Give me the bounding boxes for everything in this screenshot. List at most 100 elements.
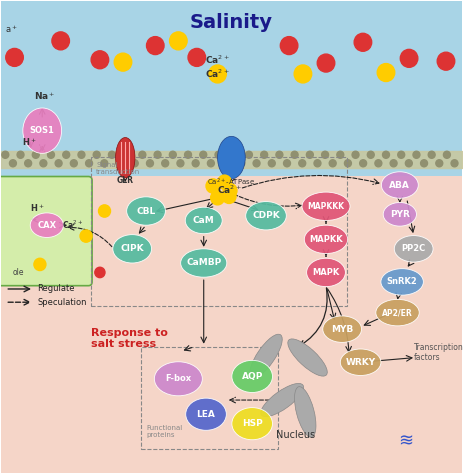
- Text: CBL: CBL: [137, 207, 155, 216]
- Circle shape: [299, 160, 306, 167]
- Circle shape: [261, 151, 268, 158]
- Text: Functional
proteins: Functional proteins: [146, 425, 182, 438]
- Circle shape: [223, 160, 229, 167]
- Circle shape: [345, 160, 351, 167]
- Ellipse shape: [302, 192, 350, 220]
- Text: HSP: HSP: [242, 419, 263, 428]
- Circle shape: [188, 48, 206, 66]
- Text: Na$^+$: Na$^+$: [34, 91, 55, 102]
- Circle shape: [437, 52, 455, 70]
- Circle shape: [360, 160, 366, 167]
- Circle shape: [109, 151, 115, 158]
- Circle shape: [238, 160, 245, 167]
- Text: AP2/ER: AP2/ER: [382, 308, 413, 317]
- Text: Ca$^{2+}$: Ca$^{2+}$: [217, 183, 241, 196]
- Circle shape: [283, 160, 291, 167]
- Ellipse shape: [340, 349, 381, 375]
- Ellipse shape: [288, 339, 328, 376]
- Circle shape: [428, 151, 435, 158]
- Circle shape: [2, 151, 9, 158]
- Ellipse shape: [394, 236, 433, 262]
- Bar: [0, 0, 462, 175]
- Text: Nucleus: Nucleus: [276, 429, 316, 439]
- Circle shape: [208, 160, 214, 167]
- Text: CAX: CAX: [37, 221, 56, 230]
- Circle shape: [17, 151, 24, 158]
- Circle shape: [401, 49, 418, 67]
- Circle shape: [314, 160, 321, 167]
- Circle shape: [375, 160, 382, 167]
- Circle shape: [32, 151, 39, 158]
- Circle shape: [40, 160, 47, 167]
- Circle shape: [177, 160, 184, 167]
- Ellipse shape: [181, 249, 227, 277]
- Circle shape: [215, 151, 222, 158]
- Text: MAPKK: MAPKK: [309, 235, 343, 244]
- Ellipse shape: [116, 137, 135, 178]
- Ellipse shape: [294, 387, 316, 437]
- Circle shape: [294, 65, 312, 83]
- Circle shape: [162, 160, 169, 167]
- Circle shape: [52, 32, 70, 50]
- Circle shape: [223, 183, 237, 198]
- Circle shape: [124, 151, 131, 158]
- Text: MYB: MYB: [331, 325, 353, 334]
- Circle shape: [354, 33, 372, 51]
- Ellipse shape: [23, 108, 62, 154]
- Circle shape: [405, 160, 412, 167]
- Text: a$^+$: a$^+$: [5, 23, 18, 35]
- Text: CIPK: CIPK: [120, 244, 144, 253]
- Circle shape: [367, 151, 374, 158]
- Circle shape: [337, 151, 344, 158]
- Text: Speculation: Speculation: [37, 298, 87, 307]
- Circle shape: [192, 160, 199, 167]
- Text: AQP: AQP: [241, 372, 263, 381]
- Text: WRKY: WRKY: [346, 358, 376, 367]
- Circle shape: [444, 151, 450, 158]
- Circle shape: [25, 160, 32, 167]
- Circle shape: [91, 51, 109, 69]
- Circle shape: [116, 160, 123, 167]
- Circle shape: [322, 151, 328, 158]
- Circle shape: [86, 160, 92, 167]
- Circle shape: [114, 53, 132, 71]
- Text: ≋: ≋: [398, 432, 413, 450]
- Circle shape: [377, 64, 395, 82]
- Text: Regulate: Regulate: [37, 284, 75, 293]
- Bar: [141, 347, 278, 449]
- Circle shape: [436, 160, 443, 167]
- Text: LEA: LEA: [197, 410, 216, 419]
- Ellipse shape: [307, 258, 346, 287]
- Circle shape: [169, 151, 176, 158]
- Circle shape: [210, 191, 225, 205]
- Ellipse shape: [232, 360, 273, 392]
- Text: SnRK2: SnRK2: [387, 277, 418, 286]
- Circle shape: [101, 160, 108, 167]
- Circle shape: [146, 36, 164, 55]
- Circle shape: [390, 160, 397, 167]
- Text: CDPK: CDPK: [252, 211, 280, 220]
- Text: Ca$^{2+}$-ATPase: Ca$^{2+}$-ATPase: [207, 176, 255, 188]
- Text: ABA: ABA: [390, 181, 410, 190]
- Text: Signal
transduction: Signal transduction: [96, 162, 140, 175]
- Text: Ca$^{2+}$: Ca$^{2+}$: [62, 219, 83, 231]
- Circle shape: [206, 179, 220, 193]
- Circle shape: [146, 160, 154, 167]
- Circle shape: [6, 48, 23, 66]
- Text: ole: ole: [12, 268, 24, 277]
- Circle shape: [47, 151, 55, 158]
- Circle shape: [280, 36, 298, 55]
- Text: PYR: PYR: [390, 210, 410, 219]
- Ellipse shape: [323, 316, 362, 342]
- Ellipse shape: [382, 172, 418, 198]
- Circle shape: [218, 175, 231, 189]
- Circle shape: [317, 54, 335, 72]
- Ellipse shape: [113, 235, 152, 263]
- Ellipse shape: [383, 202, 417, 226]
- Ellipse shape: [155, 362, 202, 396]
- Circle shape: [34, 258, 46, 271]
- Circle shape: [80, 230, 92, 242]
- Ellipse shape: [30, 213, 64, 237]
- Circle shape: [139, 151, 146, 158]
- Ellipse shape: [376, 300, 419, 326]
